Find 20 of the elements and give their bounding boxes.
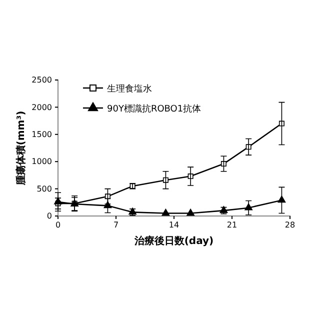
y-tick-label: 1500: [32, 130, 52, 139]
y-tick-label: 0: [46, 212, 52, 221]
y-tick-label: 1000: [32, 157, 52, 166]
point: [162, 177, 168, 183]
legend-label: 90Y標識抗ROBO1抗体: [107, 104, 202, 114]
x-tick-label: 7: [113, 220, 119, 230]
x-tick-label: 21: [226, 220, 238, 230]
x-tick-label: 0: [55, 220, 61, 230]
x-tick-label: 14: [168, 220, 180, 230]
y-axis-title: 腫瘍体積(mm³): [15, 110, 27, 186]
y-tick-label: 2000: [32, 102, 52, 112]
point: [162, 208, 170, 216]
x-tick-label: 28: [284, 220, 296, 230]
point: [278, 120, 284, 126]
point: [220, 161, 226, 167]
y-tick-label: 500: [36, 184, 52, 194]
y-tick-label: 2500: [32, 76, 52, 85]
point: [186, 208, 195, 216]
x-axis-title: 治療後日数(day): [133, 235, 214, 247]
legend-label: 生理食塩水: [107, 84, 152, 94]
